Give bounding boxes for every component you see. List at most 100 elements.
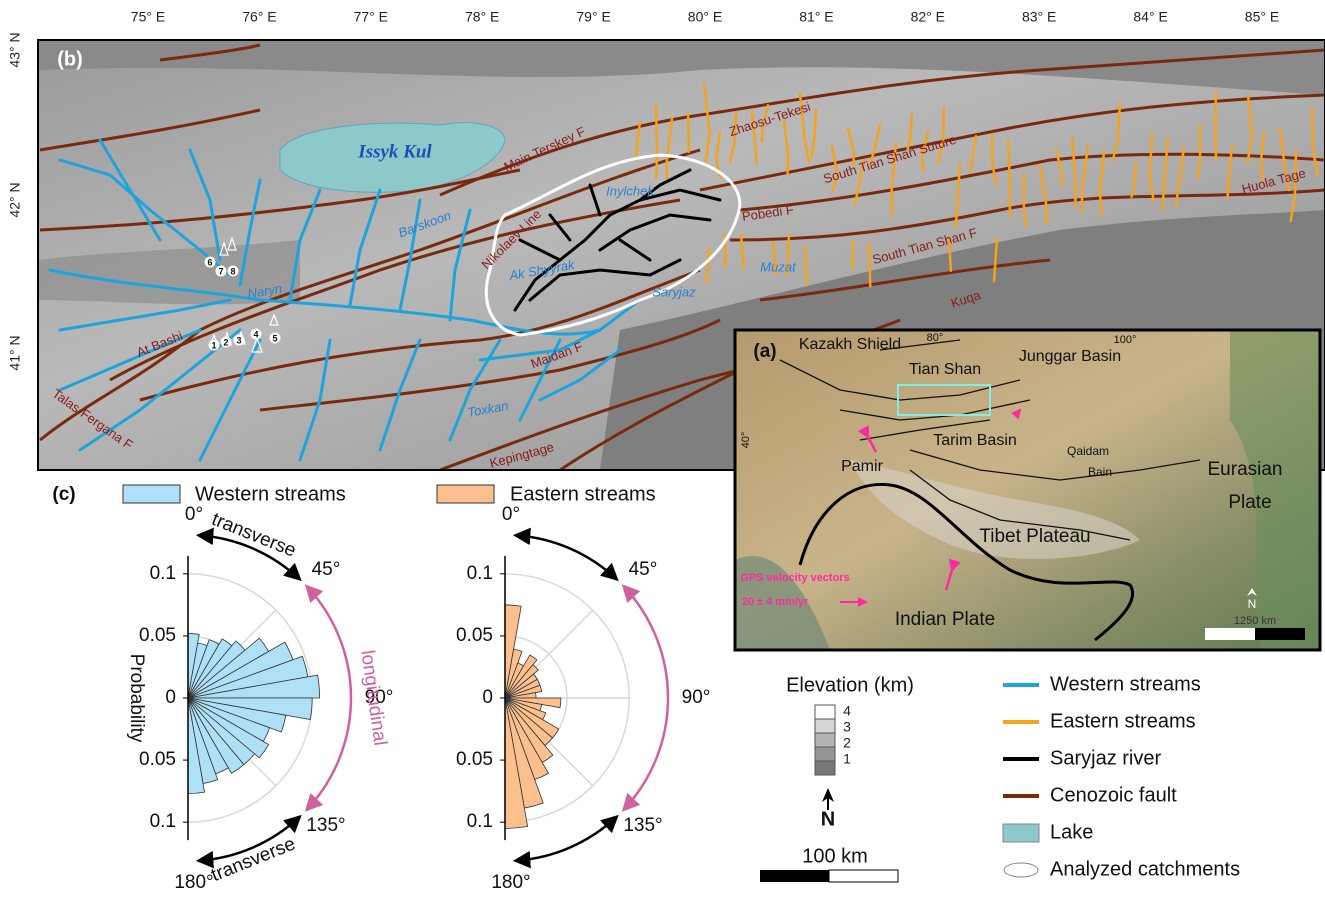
eastern-stream: [1310, 106, 1319, 177]
map-label: Eurasian: [1208, 459, 1283, 480]
faults: [39, 43, 1325, 470]
map-label: Toxkan: [466, 398, 509, 420]
eastern-stream: [1148, 132, 1155, 203]
r-tick-label: 0.1: [150, 811, 176, 832]
map-label: 82° E: [911, 9, 945, 25]
western-streams: [48, 138, 642, 462]
inset-scale-white: [1205, 628, 1255, 640]
catchment-marker: [269, 332, 281, 344]
r-tick-label: 0.05: [139, 625, 176, 646]
map-label: 80° E: [688, 9, 722, 25]
eastern-stream: [1130, 161, 1138, 198]
elev-swatch: [814, 718, 836, 734]
eastern-stream: [1226, 144, 1234, 199]
map-label: 100°: [1114, 334, 1137, 346]
map-label: 2: [223, 337, 228, 347]
eastern-stream: [1070, 136, 1077, 208]
legend-swatch: [436, 484, 495, 504]
map-label: Junggar Basin: [1019, 348, 1121, 365]
rose-wedge: [504, 664, 539, 699]
map-label: Muzat: [760, 259, 797, 274]
scale-white: [828, 869, 899, 883]
legend-label: Western streams: [1050, 673, 1201, 695]
map-label: Kazakh Shield: [799, 336, 901, 353]
eastern-stream: [760, 104, 770, 143]
eastern-stream: [739, 233, 746, 271]
east-china: [1230, 330, 1320, 650]
legend-label: Eastern streams: [1050, 710, 1196, 732]
r-tick-label: 0.1: [150, 563, 176, 584]
eastern-stream: [665, 118, 674, 185]
r-tick-label: 0.05: [456, 749, 493, 770]
map-label: Issyk Kul: [357, 141, 432, 162]
eastern-stream: [1246, 93, 1254, 164]
map-label: (a): [753, 341, 776, 362]
orientation-arrow: [304, 584, 353, 812]
r-tick-label: 0.05: [139, 749, 176, 770]
eastern-streams: [635, 83, 1319, 288]
gps-vector: [1011, 408, 1022, 420]
eastern-stream: [1006, 139, 1012, 218]
saryjaz-catchment: [484, 153, 742, 337]
catchment-marker: [227, 265, 239, 277]
catchment-marker: [208, 339, 220, 351]
eastern-stream: [728, 111, 738, 164]
eastern-stream: [750, 110, 758, 165]
north-arrow: [822, 788, 834, 802]
map-label: 76° E: [242, 9, 276, 25]
eastern-stream: [869, 122, 882, 166]
map-label: 3: [843, 719, 851, 735]
eastern-stream: [1022, 173, 1028, 229]
legend-swatch: [122, 484, 181, 504]
inset-scale-black: [1255, 628, 1305, 640]
map-label: 78° E: [465, 9, 499, 25]
map-label: 7: [218, 266, 223, 276]
map-label: 3: [236, 335, 241, 345]
map-label: Indian Plate: [895, 609, 995, 630]
map-label: 100 km: [802, 845, 868, 867]
map-label: Inylchek: [606, 183, 655, 198]
eastern-stream: [920, 130, 930, 173]
eastern-stream: [1080, 144, 1090, 214]
rose-wedge: [504, 684, 543, 699]
map-label: Elevation (km): [786, 674, 914, 696]
catchment-marker: [220, 336, 232, 348]
map-label: 79° E: [576, 9, 610, 25]
map-label: Pamir: [841, 458, 883, 475]
panel-b-frame: [37, 39, 1325, 471]
map-label: GPS velocity vectors: [740, 572, 849, 584]
elev-swatch: [814, 732, 836, 748]
orientation-arrow: [512, 527, 619, 582]
eastern-stream: [686, 111, 690, 154]
map-label: Pobedi F: [741, 202, 795, 224]
map-label: 84° E: [1133, 9, 1167, 25]
legend-label: Cenozoic fault: [1050, 784, 1177, 806]
theta-tick-label: 45°: [629, 559, 658, 580]
theta-tick-label: 0°: [502, 504, 520, 525]
legend-label: Western streams: [195, 483, 346, 505]
lowland: [38, 40, 1325, 95]
eastern-stream: [1214, 90, 1218, 161]
map-label: 41° N: [7, 335, 23, 370]
map-label: N: [821, 808, 835, 830]
eastern-stream: [1197, 124, 1202, 179]
eastern-stream: [810, 108, 818, 159]
map-label: 83° E: [1022, 9, 1056, 25]
eastern-stream: [1161, 136, 1170, 211]
map-label: 40°: [740, 432, 752, 449]
gps-vector: [857, 425, 878, 453]
map-label: N: [1248, 597, 1257, 611]
eastern-stream: [798, 92, 811, 164]
eastern-stream: [1259, 130, 1266, 182]
eastern-stream: [1111, 101, 1122, 162]
annotation: transverse: [209, 509, 299, 562]
map-label: Naryn: [246, 281, 283, 302]
theta-tick-label: 135°: [306, 815, 345, 836]
legend-label: Lake: [1050, 821, 1093, 843]
theta-tick-label: 180°: [491, 872, 530, 893]
saryjaz-river: [513, 168, 722, 312]
orientation-arrow: [195, 527, 302, 582]
eastern-stream: [1098, 150, 1106, 217]
eastern-stream: [1054, 148, 1064, 187]
